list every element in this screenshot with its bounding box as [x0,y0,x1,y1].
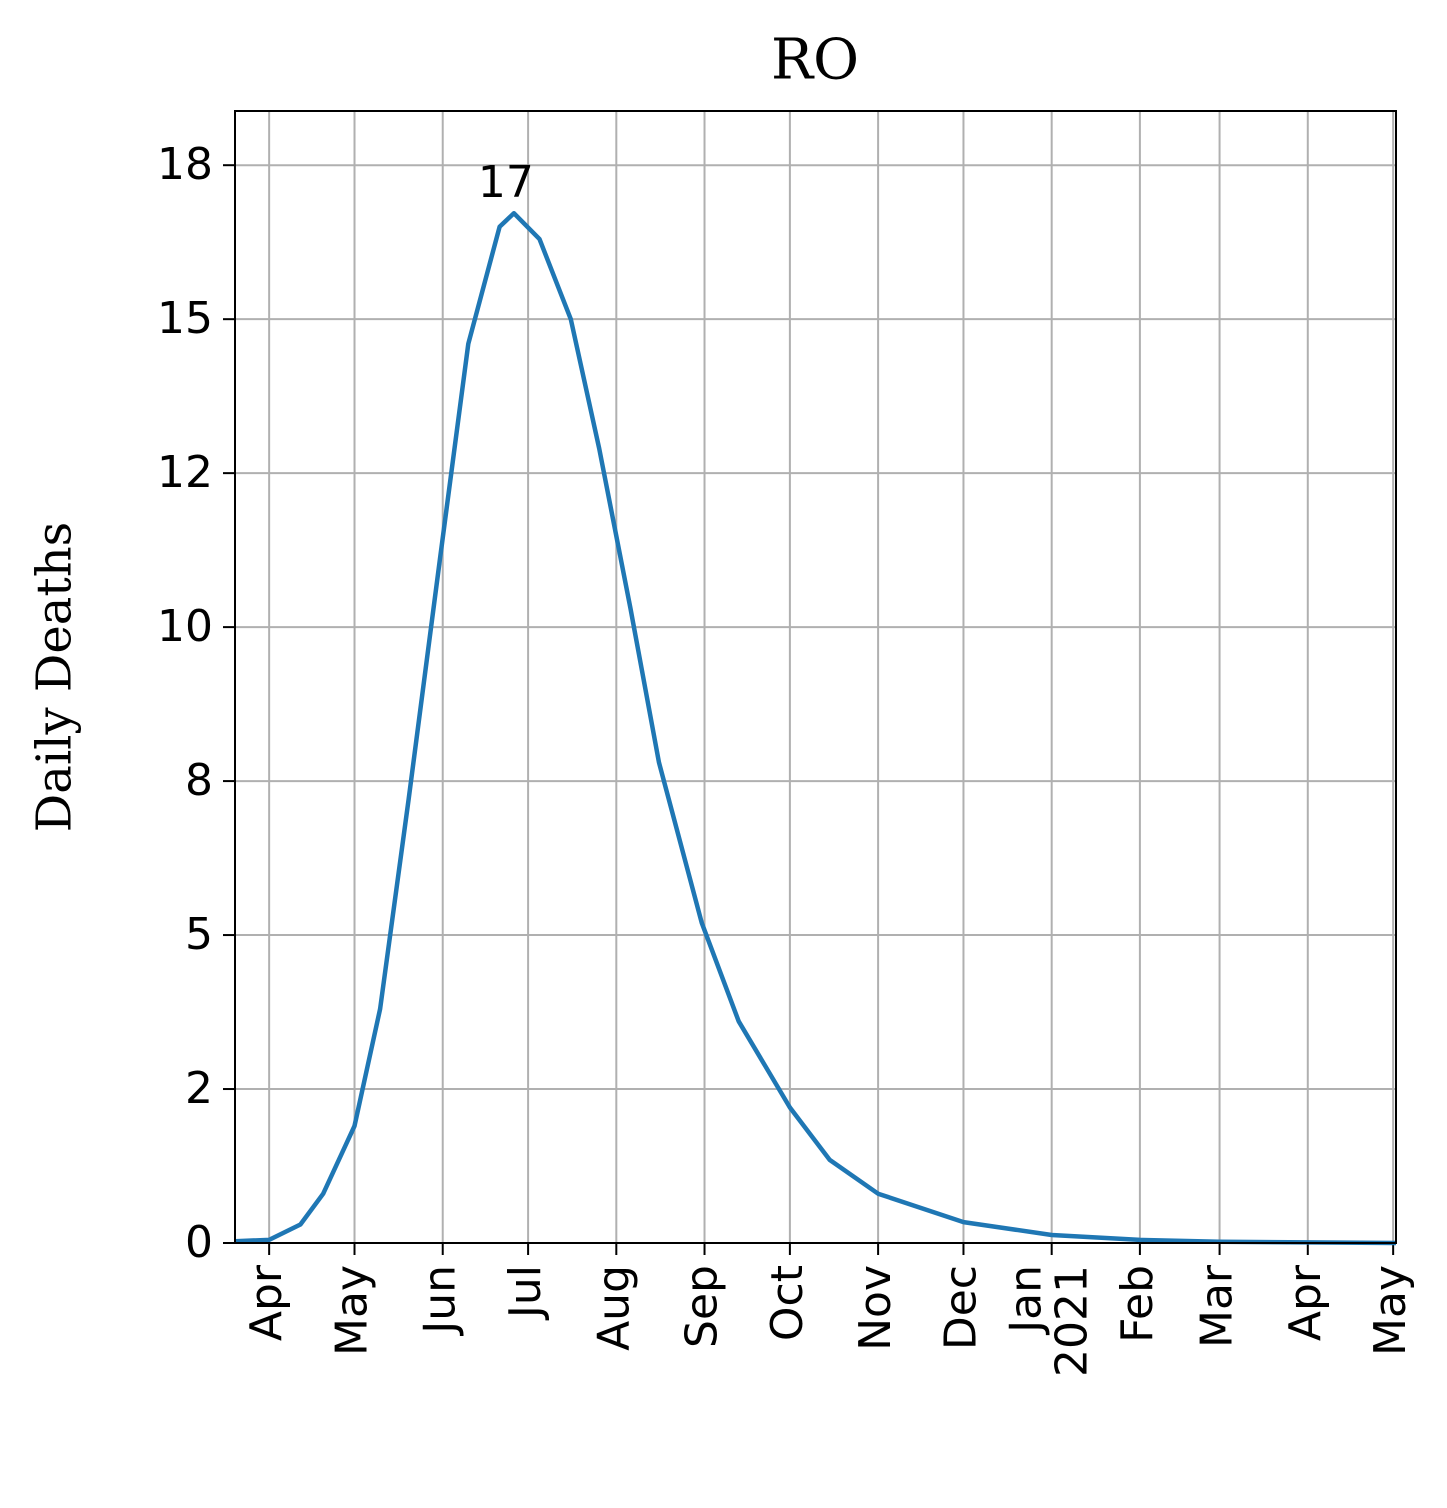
x-tick-label: Apr [241,1264,292,1341]
x-tick-label: Aug [588,1265,639,1351]
x-tick-label: May [1365,1265,1416,1356]
y-tick-label: 0 [185,1217,213,1268]
x-tick-label: Apr [1280,1264,1331,1341]
data-line [234,210,1397,1246]
x-tick-label: Sep [677,1265,728,1348]
y-tick-label: 8 [185,755,213,806]
x-tick-label: Dec [935,1265,986,1350]
x-tick-label: Mar [1192,1264,1243,1348]
x-tick-label: Jan2021 [1001,1265,1098,1377]
y-tick-label: 18 [157,139,213,190]
y-tick-label: 12 [157,447,213,498]
x-tick-label: Oct [762,1265,813,1341]
x-tick-label: Jun [415,1265,466,1337]
x-tick-label: Nov [850,1265,901,1351]
y-tick-label: 15 [157,293,213,344]
plot-frame [234,110,1397,1244]
y-tick-label: 5 [185,909,213,960]
x-tick-label: Feb [1112,1265,1163,1343]
x-tick-label: May [327,1265,378,1356]
y-tick-label: 10 [157,601,213,652]
y-tick-label: 2 [185,1063,213,1114]
y-axis-label: Daily Deaths [27,522,83,833]
peak-label: 17 [478,157,534,208]
x-tick-label: Jul [500,1265,551,1321]
chart-title: RO [771,28,859,93]
